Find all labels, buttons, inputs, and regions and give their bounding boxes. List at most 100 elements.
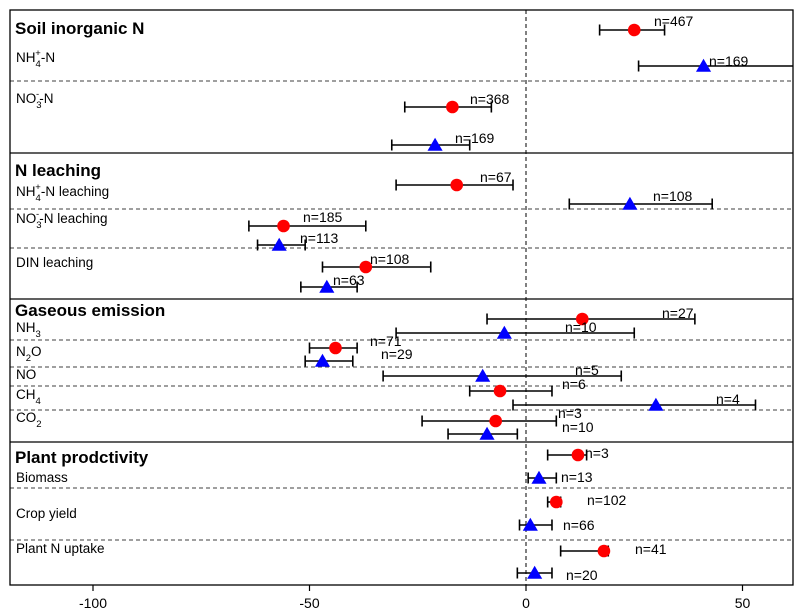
row-label: Biomass — [16, 470, 68, 485]
mean-marker-circle — [493, 384, 507, 398]
mean-marker-triangle — [522, 517, 538, 531]
row-label-main: NO — [16, 367, 36, 382]
sample-size-label: n=41 — [635, 541, 667, 557]
row-label: CO2 — [16, 410, 42, 430]
row-label-rest: -N — [39, 91, 53, 106]
mean-marker-circle — [329, 341, 342, 355]
sample-size-label: n=10 — [565, 319, 597, 335]
row-label-rest: -N leaching — [41, 184, 109, 199]
x-tick-label: 50 — [735, 595, 751, 610]
x-tick-label: -100 — [79, 595, 107, 610]
mean-marker-triangle — [496, 325, 512, 339]
row-label-main: NH — [16, 320, 36, 335]
sample-size-label: n=3 — [558, 405, 582, 421]
row-label-main: Biomass — [16, 470, 68, 485]
sample-size-label: n=108 — [653, 188, 693, 204]
sample-size-label: n=20 — [566, 567, 598, 583]
mean-marker-triangle — [271, 237, 287, 251]
mean-marker-triangle — [314, 353, 331, 367]
section-title: Soil inorganic N — [15, 19, 144, 38]
mean-marker-circle — [575, 312, 589, 326]
mean-marker-triangle — [622, 196, 638, 210]
sample-size-label: n=185 — [303, 209, 343, 225]
section-title: N leaching — [15, 161, 101, 180]
mean-marker-triangle — [427, 137, 443, 151]
row-label-sub: 3 — [36, 329, 41, 340]
row-label: NH4+-N — [16, 48, 55, 70]
row-label-main: Plant N uptake — [16, 541, 105, 556]
mean-marker-circle — [597, 544, 611, 558]
row-label: Plant N uptake — [16, 541, 105, 556]
mean-marker-circle — [359, 260, 373, 274]
row-label-main: CH — [16, 387, 36, 402]
plot-frame — [9, 9, 794, 586]
x-tick-label: 0 — [522, 595, 530, 610]
mean-marker-triangle — [648, 397, 664, 411]
row-label-sup: - — [36, 89, 39, 100]
mean-marker-triangle — [475, 368, 491, 382]
mean-marker-circle — [550, 495, 563, 509]
sample-size-label: n=3 — [585, 445, 609, 461]
section-title: Gaseous emission — [15, 301, 165, 320]
data-marks: n=467 n=169 n=368 n=169 n=67 n=108 n=185 n=113 n… — [248, 13, 793, 583]
section-title: Plant prodctivity — [15, 448, 149, 467]
sample-size-label: n=27 — [662, 305, 694, 321]
row-label-main: NH — [16, 50, 36, 65]
row-label-main: DIN leaching — [16, 255, 93, 270]
row-label: NH4+-N leaching — [16, 182, 109, 204]
row-label-main: Crop yield — [16, 506, 77, 521]
sample-size-label: n=66 — [563, 517, 595, 533]
mean-marker-triangle — [531, 470, 547, 484]
sample-size-label: n=13 — [561, 469, 593, 485]
sample-size-label: n=467 — [654, 13, 694, 29]
sample-size-label: n=113 — [300, 230, 338, 246]
sample-size-label: n=6 — [562, 376, 586, 392]
row-label-sub: 3 — [36, 220, 41, 231]
sample-size-label: n=67 — [480, 169, 512, 185]
sample-size-label: n=169 — [709, 53, 749, 69]
sample-size-label: n=71 — [370, 333, 402, 349]
sample-size-label: n=108 — [370, 251, 410, 267]
sample-size-label: n=102 — [587, 492, 627, 508]
row-label-rest: O — [31, 344, 42, 359]
sample-size-label: n=5 — [575, 362, 599, 378]
mean-marker-triangle — [479, 426, 495, 440]
row-label-sub: 4 — [36, 193, 41, 204]
row-label: CH4 — [16, 387, 41, 407]
row-label-sub: 2 — [26, 353, 31, 364]
mean-marker-triangle — [319, 279, 335, 293]
row-label: DIN leaching — [16, 255, 93, 270]
mean-marker-triangle — [527, 565, 543, 579]
row-label: N2O — [16, 344, 42, 364]
mean-marker-circle — [277, 219, 290, 233]
row-label: NO3--N — [16, 89, 53, 111]
mean-marker-circle — [489, 414, 502, 428]
sample-size-label: n=368 — [470, 91, 510, 107]
row-label: NH3 — [16, 320, 41, 340]
row-label-sub: 4 — [36, 59, 41, 70]
row-label-main: NH — [16, 184, 36, 199]
sample-size-label: n=29 — [381, 346, 413, 362]
row-label-sup: + — [35, 48, 41, 59]
row-label: NO — [16, 367, 36, 382]
row-label-main: NO — [16, 211, 36, 226]
row-label-rest: -N — [41, 50, 55, 65]
sample-size-label: n=63 — [333, 272, 365, 288]
sample-size-label: n=169 — [455, 130, 495, 146]
row-label-main: CO — [16, 410, 36, 425]
row-label-main: N — [16, 344, 26, 359]
row-label-sub: 4 — [36, 396, 41, 407]
row-label-sup: - — [36, 209, 39, 220]
row-label-main: NO — [16, 91, 36, 106]
row-label-sub: 2 — [36, 419, 41, 430]
row-label-sub: 3 — [36, 100, 41, 111]
mean-marker-circle — [446, 100, 459, 114]
row-label-rest: -N leaching — [39, 211, 107, 226]
row-label: NO3--N leaching — [16, 209, 108, 231]
x-tick-label: -50 — [299, 595, 319, 610]
sample-size-label: n=4 — [716, 391, 740, 407]
row-label-sup: + — [35, 182, 41, 193]
row-label: Crop yield — [16, 506, 77, 521]
mean-marker-circle — [450, 178, 464, 192]
sample-size-label: n=10 — [562, 419, 594, 435]
